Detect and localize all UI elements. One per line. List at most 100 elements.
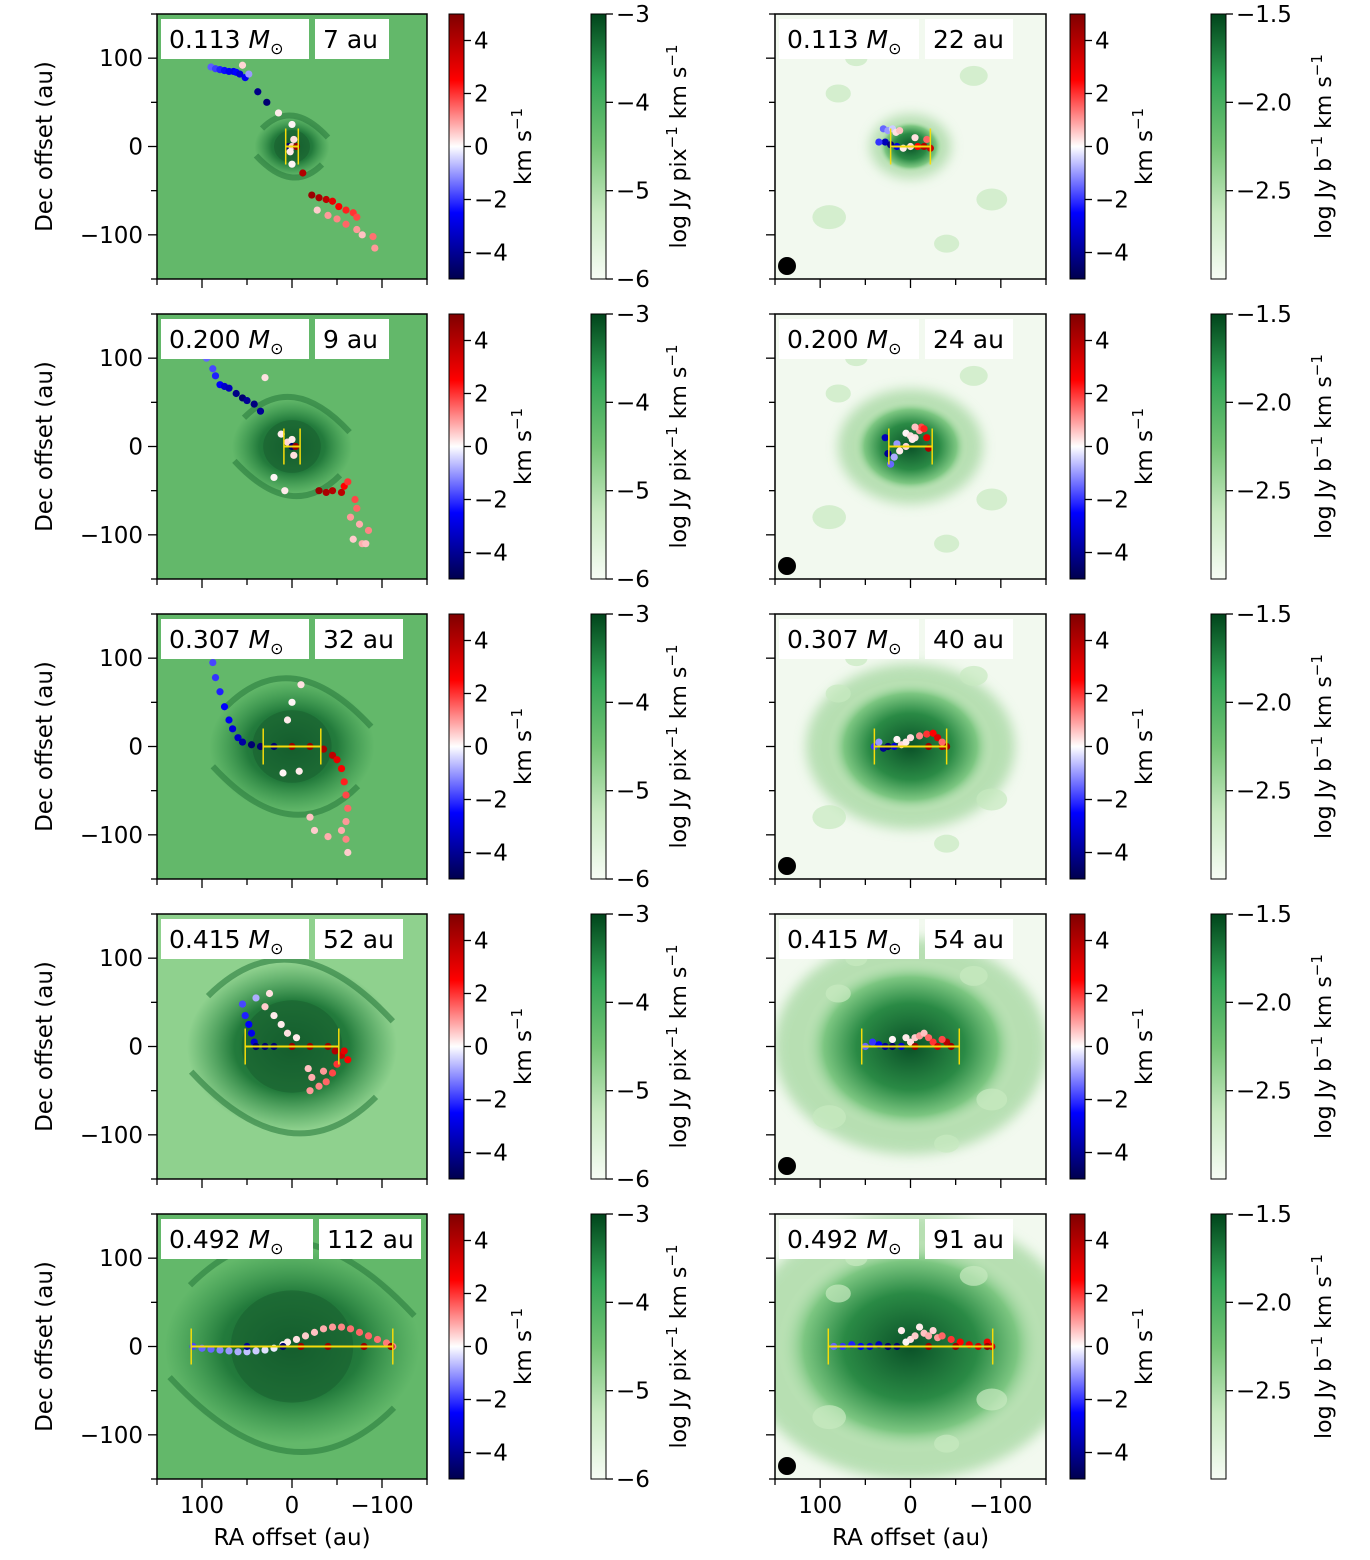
velocity-point — [929, 729, 937, 737]
velocity-colorbar-gradient — [448, 313, 465, 580]
mass-label: 0.415 M⊙ — [169, 925, 284, 958]
spiral-arm — [241, 393, 352, 435]
velocity-tick-label: 4 — [474, 629, 489, 655]
velocity-point — [938, 738, 946, 746]
velocity-tick-label: −2 — [474, 1388, 508, 1414]
velocity-tick-label: 4 — [1095, 29, 1110, 55]
velocity-point — [297, 681, 305, 689]
velocity-tick-label: −2 — [1095, 188, 1129, 214]
mass-label: 0.415 M⊙ — [787, 925, 902, 958]
velocity-tick-label: −2 — [474, 188, 508, 214]
velocity-point — [274, 109, 283, 117]
velocity-point — [261, 1003, 269, 1011]
velocity-point — [911, 134, 919, 142]
velocity-tick-label: 0 — [1095, 435, 1110, 461]
intensity-colorbar: −1.5 −2.0 −2.5 log Jy b−1 km s−1 — [1210, 302, 1337, 580]
radius-label: 24 au — [933, 325, 1004, 354]
intensity-colorbar-label: log Jy b−1 km s−1 — [1308, 954, 1337, 1139]
velocity-point — [335, 202, 343, 211]
intensity-colorbar-label: log Jy pix−1 km s−1 — [663, 644, 692, 848]
noise-blob — [812, 505, 846, 530]
radius-label: 54 au — [933, 925, 1004, 954]
intensity-tick-label: −3 — [616, 1202, 650, 1228]
velocity-point — [324, 211, 332, 219]
intensity-tick-label: −3 — [616, 302, 650, 328]
radius-label-box — [925, 619, 1013, 659]
noise-blob — [825, 84, 851, 103]
velocity-tick-label: −2 — [474, 1088, 508, 1114]
velocity-point — [322, 488, 330, 497]
intensity-tick-label: −5 — [616, 479, 650, 505]
radius-label: 32 au — [323, 625, 394, 654]
velocity-point — [362, 540, 370, 548]
velocity-point — [956, 1338, 964, 1346]
velocity-tick-label: 2 — [1095, 82, 1110, 108]
radius-label-box — [315, 319, 389, 359]
radius-label-box — [315, 19, 389, 59]
velocity-point — [923, 135, 931, 144]
noise-blob — [934, 1434, 960, 1453]
velocity-colorbar-label: km s−1 — [508, 1008, 537, 1085]
velocity-tick-label: 2 — [1095, 682, 1110, 708]
velocity-colorbar-gradient — [1069, 1213, 1086, 1480]
beam-marker — [778, 1457, 796, 1475]
velocity-point — [353, 225, 361, 234]
velocity-point — [371, 244, 379, 252]
velocity-colorbar: 4 2 0 −2 −4 km s−1 — [1069, 313, 1158, 580]
beam-marker — [778, 857, 796, 875]
velocity-point — [340, 1047, 348, 1055]
velocity-point — [290, 451, 298, 459]
y-tick-label: 100 — [99, 346, 143, 372]
velocity-tick-label: −2 — [1095, 488, 1129, 514]
mass-label-box — [779, 619, 919, 659]
intensity-tick-label: −4 — [616, 90, 650, 116]
spiral-arm — [205, 956, 396, 1024]
velocity-point — [270, 473, 278, 482]
velocity-point — [896, 127, 904, 135]
mass-label-box — [779, 919, 919, 959]
x-tick-label: 100 — [180, 1493, 224, 1519]
intensity-colorbar-gradient — [1210, 913, 1227, 1180]
velocity-tick-label: −4 — [1095, 241, 1129, 267]
intensity-colorbar: −1.5 −2.0 −2.5 log Jy b−1 km s−1 — [1210, 2, 1337, 280]
intensity-tick-label: −2.0 — [1236, 90, 1292, 116]
velocity-point — [893, 735, 901, 744]
velocity-point — [344, 848, 352, 857]
velocity-point — [353, 213, 361, 221]
y-tick-label: −100 — [80, 523, 143, 549]
velocity-point — [328, 487, 337, 495]
velocity-point — [908, 435, 916, 444]
velocity-tick-label: −4 — [1095, 1441, 1129, 1467]
intensity-tick-label: −2.0 — [1236, 990, 1292, 1016]
velocity-tick-label: 0 — [1095, 735, 1110, 761]
velocity-point — [322, 1078, 330, 1086]
mass-label-box — [161, 1219, 313, 1259]
velocity-tick-label: 0 — [1095, 135, 1110, 161]
velocity-tick-label: 2 — [1095, 382, 1110, 408]
x-axis-label: RA offset (au) — [832, 1525, 989, 1551]
intensity-tick-label: −2.5 — [1236, 779, 1292, 805]
velocity-colorbar-label: km s−1 — [508, 1308, 537, 1385]
velocity-point — [225, 716, 233, 724]
y-axis-label: Dec offset (au) — [32, 961, 58, 1132]
velocity-point — [373, 1335, 382, 1344]
intensity-colorbar-gradient — [590, 913, 607, 1180]
velocity-colorbar-gradient — [1069, 13, 1086, 280]
velocity-point — [938, 1332, 946, 1340]
velocity-point — [263, 98, 271, 106]
intensity-tick-label: −2.5 — [1236, 479, 1292, 505]
right-panel-row-2: 0.200 M⊙ 24 au — [766, 313, 1047, 588]
velocity-point — [288, 435, 296, 444]
velocity-tick-label: 4 — [474, 29, 489, 55]
velocity-colorbar-gradient — [448, 1213, 465, 1480]
intensity-colorbar: −1.5 −2.0 −2.5 log Jy b−1 km s−1 — [1210, 1202, 1337, 1480]
row-2: 100 0 −100 Dec offset (au) 0.200 M⊙ 9 au 0.200… — [32, 302, 1337, 593]
intensity-tick-label: −4 — [616, 990, 650, 1016]
spiral-arm — [223, 675, 374, 729]
mass-label: 0.307 M⊙ — [169, 625, 284, 658]
velocity-point — [286, 148, 294, 156]
velocity-point — [875, 138, 883, 146]
noise-blob — [934, 534, 960, 553]
velocity-point — [220, 703, 229, 711]
